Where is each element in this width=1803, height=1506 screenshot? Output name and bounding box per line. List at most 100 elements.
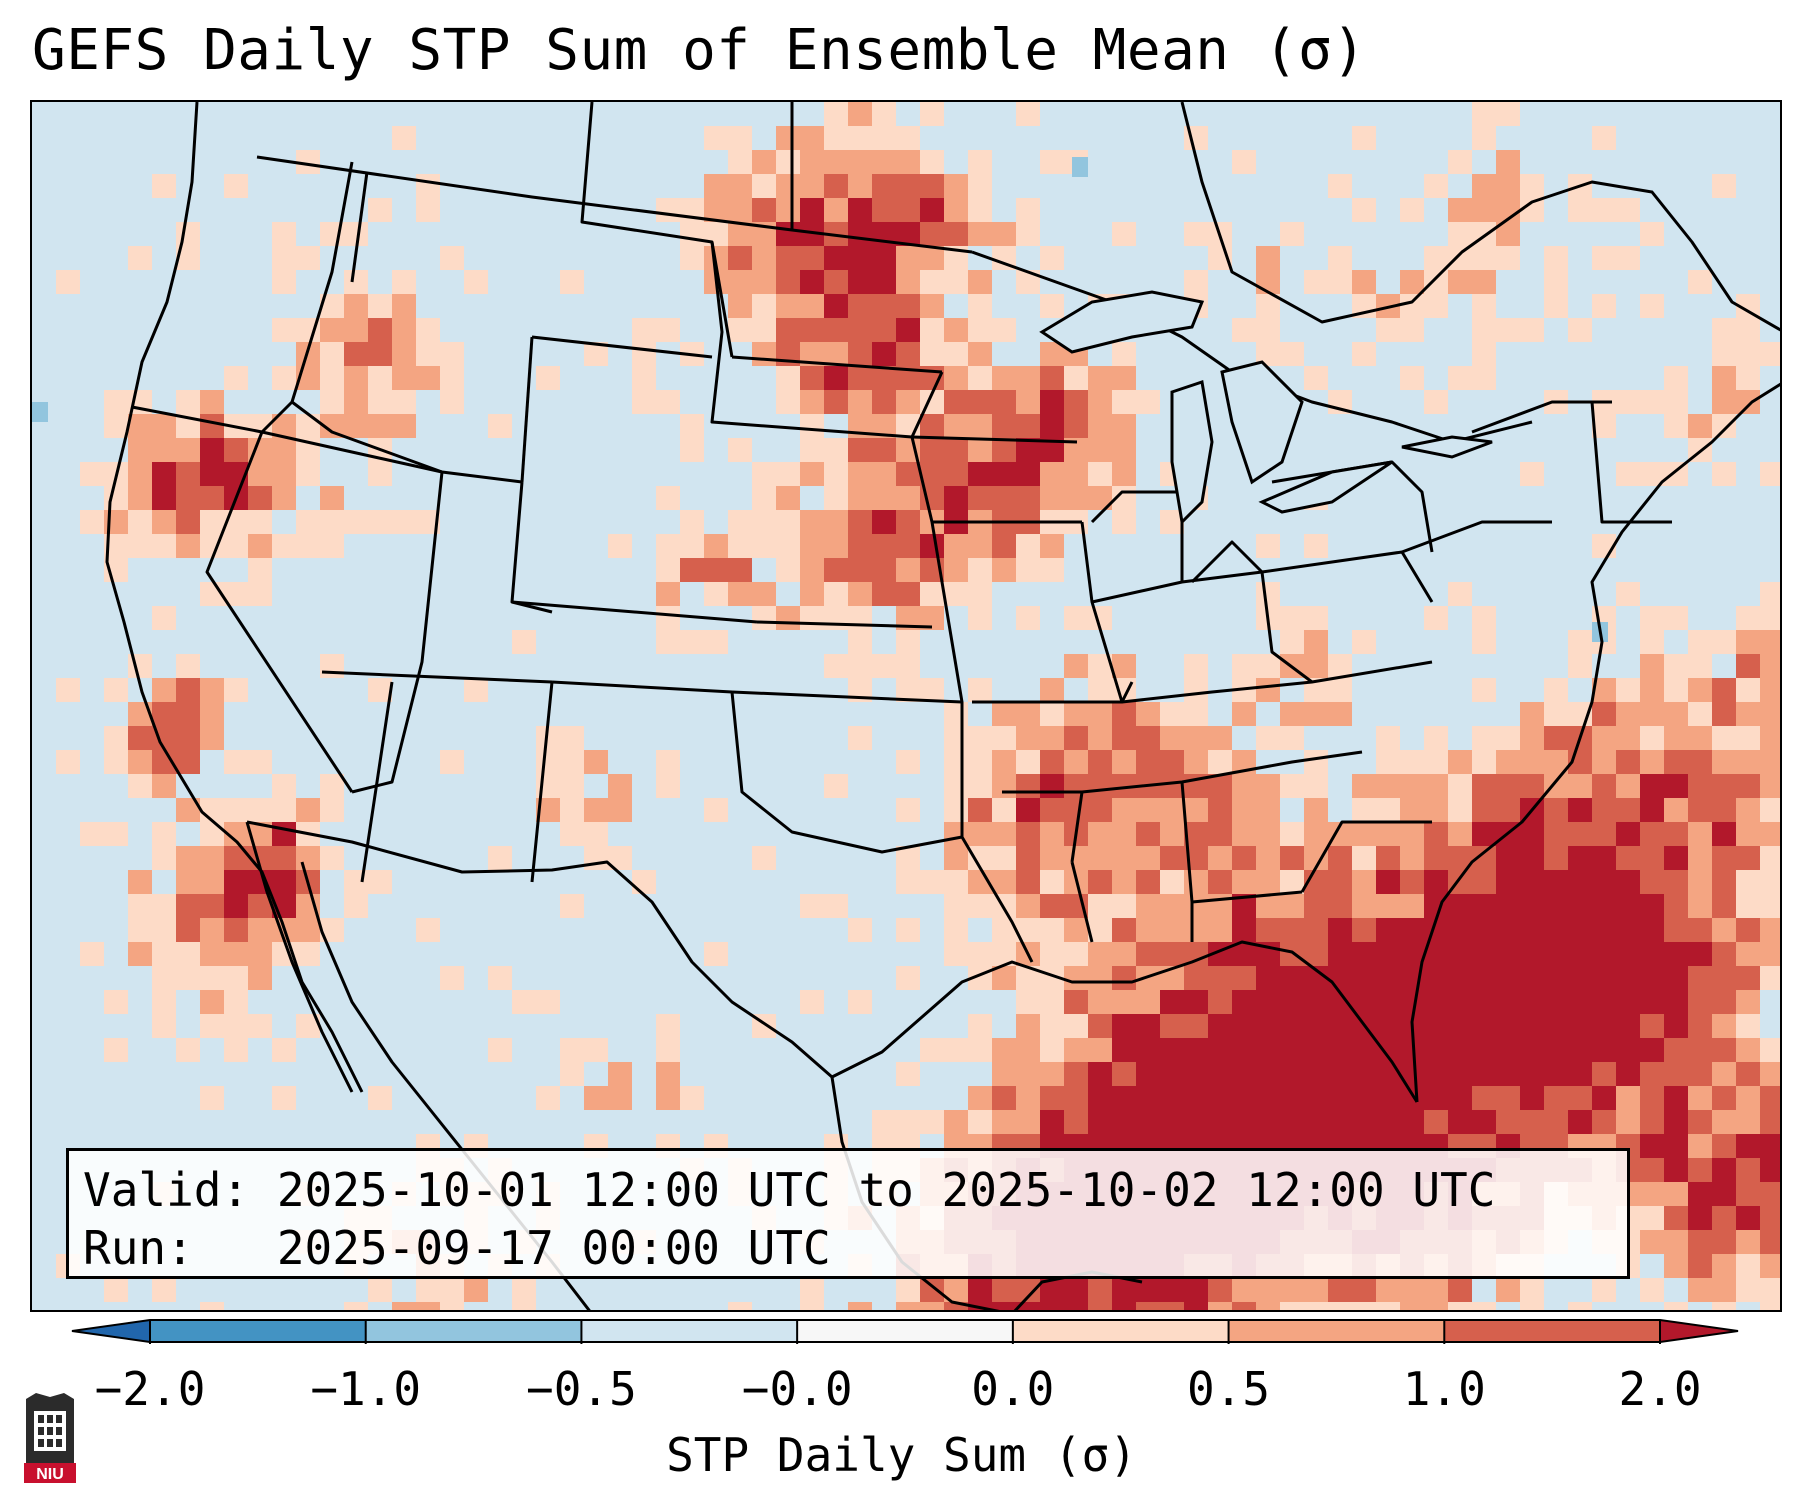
anomaly-cell: [848, 246, 872, 270]
anomaly-cell: [1712, 678, 1736, 702]
anomaly-cell: [1520, 462, 1544, 486]
anomaly-cell: [1424, 774, 1448, 798]
valid-run-info-box: Valid: 2025-10-01 12:00 UTC to 2025-10-0…: [66, 1148, 1630, 1279]
anomaly-cell: [1424, 1278, 1448, 1302]
anomaly-cell: [824, 390, 848, 414]
anomaly-cell: [800, 126, 824, 150]
anomaly-cell: [1640, 894, 1664, 918]
state-border: [1091, 570, 1263, 604]
anomaly-cell: [680, 222, 704, 246]
anomaly-cell: [1424, 990, 1448, 1014]
anomaly-cell: [1688, 918, 1712, 942]
anomaly-cell: [416, 1278, 440, 1302]
anomaly-cell: [896, 390, 920, 414]
anomaly-cell: [1664, 390, 1688, 414]
anomaly-cell: [1592, 702, 1616, 726]
anomaly-cell: [1400, 1110, 1424, 1134]
anomaly-cell: [272, 270, 296, 294]
anomaly-cell: [1304, 990, 1328, 1014]
anomaly-cell: [968, 582, 992, 606]
anomaly-cell: [1688, 1014, 1712, 1038]
anomaly-cell: [1088, 414, 1112, 438]
anomaly-cell: [1160, 942, 1184, 966]
anomaly-cell: [1520, 894, 1544, 918]
anomaly-cell: [1496, 942, 1520, 966]
anomaly-cell: [152, 438, 176, 462]
anomaly-cell: [224, 1014, 248, 1038]
colorbar-tick-label: 0.0: [971, 1362, 1055, 1416]
anomaly-cell: [896, 870, 920, 894]
anomaly-cell: [200, 1014, 224, 1038]
anomaly-cell: [1040, 774, 1064, 798]
anomaly-cell: [1712, 1302, 1736, 1310]
anomaly-cell: [128, 486, 152, 510]
anomaly-cell: [1088, 678, 1112, 702]
anomaly-cell: [1688, 894, 1712, 918]
anomaly-cell: [1256, 894, 1280, 918]
anomaly-cell: [1736, 1254, 1760, 1278]
anomaly-cell: [1040, 366, 1064, 390]
anomaly-cell: [896, 198, 920, 222]
anomaly-cell: [1280, 918, 1304, 942]
anomaly-cell: [584, 846, 608, 870]
anomaly-cell: [1544, 870, 1568, 894]
anomaly-cell: [1232, 1110, 1256, 1134]
anomaly-cell: [176, 966, 200, 990]
anomaly-cell: [104, 486, 128, 510]
anomaly-cell: [1304, 702, 1328, 726]
anomaly-cell: [560, 1038, 584, 1062]
hudson-bay-coast: [1180, 102, 1780, 332]
anomaly-cell: [1688, 1230, 1712, 1254]
anomaly-cell: [1472, 1086, 1496, 1110]
anomaly-cell: [1664, 1062, 1688, 1086]
anomaly-cell: [200, 510, 224, 534]
anomaly-cell: [944, 174, 968, 198]
anomaly-cell: [1616, 582, 1640, 606]
anomaly-cell: [1112, 1110, 1136, 1134]
anomaly-cell: [1064, 726, 1088, 750]
anomaly-cell: [872, 294, 896, 318]
anomaly-cell: [272, 534, 296, 558]
anomaly-cell: [920, 222, 944, 246]
anomaly-cell: [1016, 990, 1040, 1014]
anomaly-cell: [1424, 174, 1448, 198]
anomaly-cell: [1544, 990, 1568, 1014]
anomaly-cell: [800, 366, 824, 390]
anomaly-cell: [1400, 870, 1424, 894]
anomaly-cell: [1280, 630, 1304, 654]
anomaly-cell: [608, 1062, 632, 1086]
anomaly-cell: [800, 894, 824, 918]
anomaly-cell: [1568, 1086, 1592, 1110]
anomaly-cell: [1544, 1062, 1568, 1086]
anomaly-cell: [440, 366, 464, 390]
anomaly-cell: [968, 294, 992, 318]
anomaly-cell: [224, 918, 248, 942]
anomaly-cell: [1496, 1062, 1520, 1086]
anomaly-cell: [200, 918, 224, 942]
anomaly-cell: [1400, 846, 1424, 870]
anomaly-cell: [152, 606, 176, 630]
anomaly-cell: [1496, 318, 1520, 342]
anomaly-cell: [1688, 702, 1712, 726]
anomaly-cell: [920, 198, 944, 222]
anomaly-cell: [1760, 1158, 1780, 1182]
anomaly-cell: [848, 990, 872, 1014]
anomaly-cell: [1736, 918, 1760, 942]
anomaly-cell: [200, 702, 224, 726]
anomaly-cell: [944, 846, 968, 870]
anomaly-cell: [1424, 606, 1448, 630]
anomaly-cell: [824, 270, 848, 294]
anomaly-cell: [152, 678, 176, 702]
anomaly-cell: [1520, 1038, 1544, 1062]
anomaly-cell: [1160, 1014, 1184, 1038]
anomaly-cell: [296, 462, 320, 486]
anomaly-cell: [1568, 870, 1592, 894]
anomaly-cell: [1232, 774, 1256, 798]
anomaly-cell: [176, 726, 200, 750]
anomaly-cell: [224, 942, 248, 966]
anomaly-cell: [1472, 918, 1496, 942]
anomaly-cell: [800, 558, 824, 582]
anomaly-cell: [1376, 774, 1400, 798]
anomaly-cell: [1760, 918, 1780, 942]
anomaly-cell: [176, 222, 200, 246]
